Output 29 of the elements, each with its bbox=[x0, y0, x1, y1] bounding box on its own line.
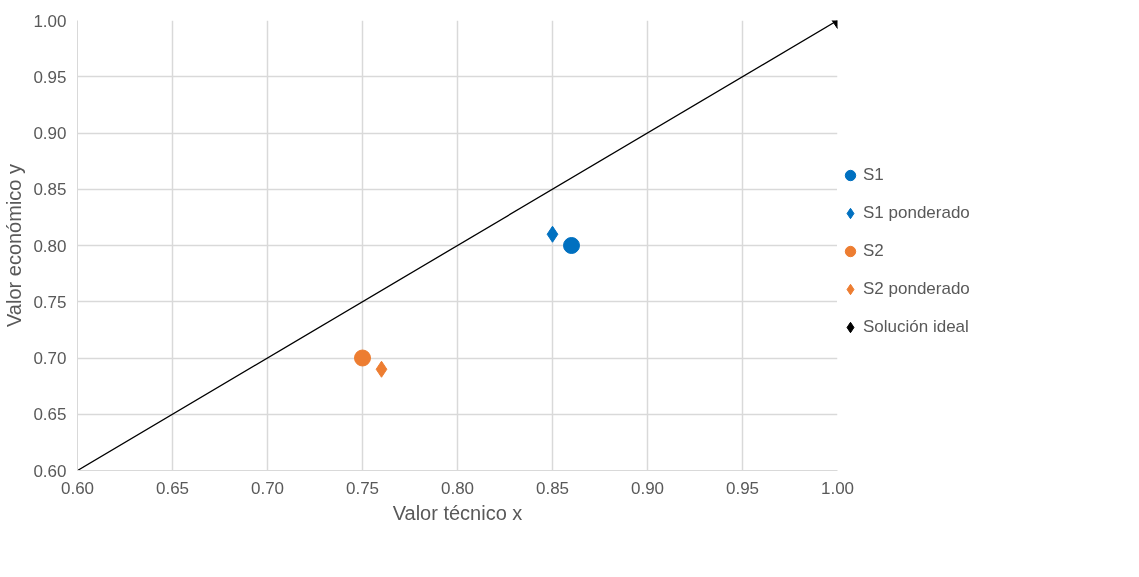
y-tick-label: 0.70 bbox=[33, 349, 67, 368]
legend-label: Solución ideal bbox=[863, 317, 970, 337]
y-tick-label: 0.75 bbox=[33, 292, 67, 312]
x-tick-label: 0.75 bbox=[345, 478, 380, 498]
x-tick-label: 0.60 bbox=[60, 478, 95, 498]
y-tick-label: 0.95 bbox=[33, 67, 67, 87]
x-tick-label: 1.00 bbox=[820, 478, 855, 498]
x-tick-label: 0.65 bbox=[155, 478, 190, 498]
legend-label: S1 bbox=[863, 165, 885, 185]
legend-label: S1 ponderado bbox=[863, 203, 971, 223]
y-tick-label: 0.65 bbox=[33, 405, 67, 425]
point bbox=[563, 237, 580, 254]
point bbox=[546, 225, 559, 243]
x-tick-label: 0.90 bbox=[630, 478, 665, 498]
x-tick-label: 0.70 bbox=[250, 478, 285, 498]
legend-label: S2 bbox=[863, 241, 885, 261]
x-tick-label: 0.85 bbox=[535, 478, 570, 498]
y-tick-label: 1.00 bbox=[33, 11, 67, 31]
point bbox=[354, 349, 371, 367]
x-tick-label: 0.80 bbox=[440, 478, 475, 498]
y-axis-title: Valor económico y bbox=[3, 163, 26, 328]
y-tick-label: 0.90 bbox=[33, 124, 67, 143]
x-axis-title: Valor técnico x bbox=[392, 501, 523, 524]
legend-label: S2 ponderado bbox=[863, 279, 971, 299]
point bbox=[375, 360, 388, 378]
y-tick-label: 0.85 bbox=[33, 180, 67, 200]
y-tick-label: 0.80 bbox=[33, 236, 67, 256]
y-tick-label: 0.60 bbox=[33, 461, 67, 481]
x-tick-label: 0.95 bbox=[725, 478, 760, 498]
